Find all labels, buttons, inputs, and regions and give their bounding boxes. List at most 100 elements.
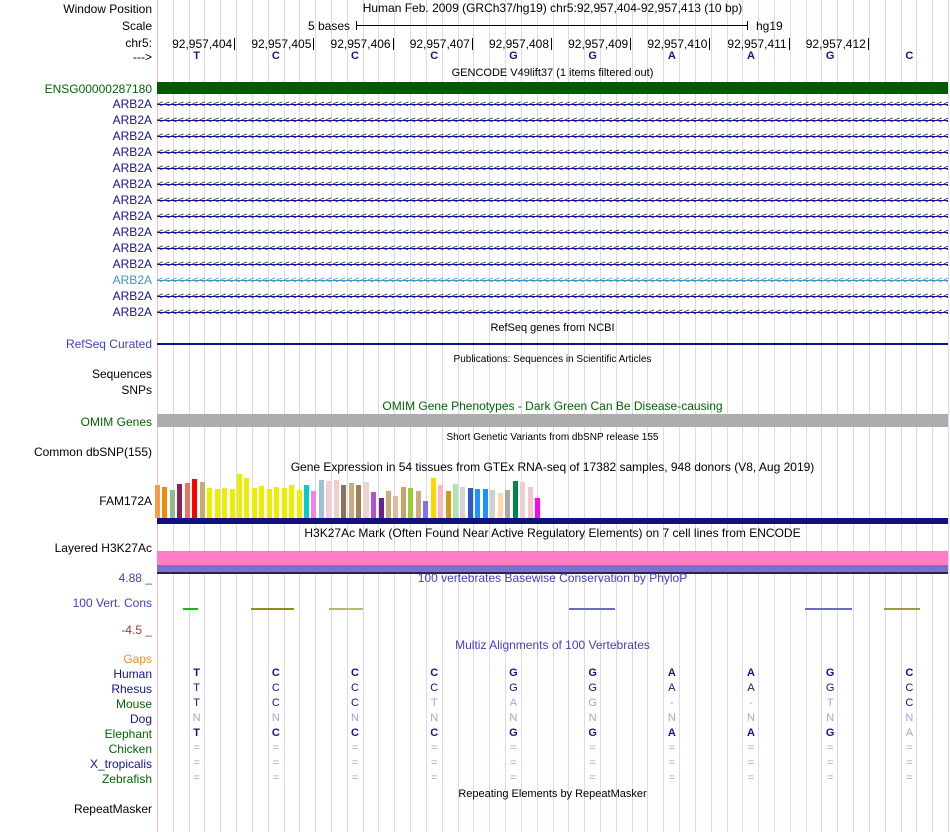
gtex-bar[interactable] <box>356 485 362 518</box>
gtex-bar[interactable] <box>534 498 540 518</box>
h3k27ac-pink-layer[interactable] <box>157 551 948 565</box>
gtex-bar[interactable] <box>289 485 295 518</box>
gtex-bar[interactable] <box>192 479 198 518</box>
gtex-bar[interactable] <box>371 492 377 518</box>
gtex-bar[interactable] <box>266 489 272 518</box>
gtex-bar[interactable] <box>505 490 511 518</box>
gtex-bar[interactable] <box>423 501 429 518</box>
species-label-mouse[interactable]: Mouse <box>115 697 152 711</box>
transcript-label[interactable]: ARB2A <box>112 257 152 271</box>
gencode-gene-id-label[interactable]: ENSG00000287180 <box>44 82 152 96</box>
publications-track-title[interactable]: Publications: Sequences in Scientific Ar… <box>453 354 652 365</box>
gtex-bar[interactable] <box>453 484 458 518</box>
transcript-label[interactable]: ARB2A <box>112 225 152 239</box>
gtex-bar[interactable] <box>229 489 235 518</box>
gtex-bar[interactable] <box>207 488 213 518</box>
omim-genes-bar[interactable] <box>157 414 948 427</box>
transcript-arrows[interactable]: <<<<<<<<<<<<<<<<<<<<<<<<<<<<<<<<<<<<<<<<… <box>157 307 948 318</box>
gtex-bar[interactable] <box>393 496 399 518</box>
transcript-label[interactable]: ARB2A <box>112 305 152 319</box>
transcript-label[interactable]: ARB2A <box>112 209 152 223</box>
gtex-bar[interactable] <box>214 489 220 518</box>
dbsnp-track-title[interactable]: Short Genetic Variants from dbSNP releas… <box>446 432 659 443</box>
gtex-bar[interactable] <box>490 490 496 518</box>
sequences-label[interactable]: Sequences <box>91 367 152 381</box>
species-label-rhesus[interactable]: Rhesus <box>111 682 152 696</box>
gtex-bar[interactable] <box>169 490 175 518</box>
transcript-arrows[interactable]: <<<<<<<<<<<<<<<<<<<<<<<<<<<<<<<<<<<<<<<<… <box>157 131 948 142</box>
refseq-curated-line[interactable] <box>157 343 948 345</box>
species-label-zebrafish[interactable]: Zebrafish <box>101 772 152 786</box>
transcript-label[interactable]: ARB2A <box>112 193 152 207</box>
gtex-bar[interactable] <box>430 478 436 518</box>
repeatmasker-track-title[interactable]: Repeating Elements by RepeatMasker <box>458 788 647 800</box>
gtex-bar[interactable] <box>415 491 421 518</box>
transcript-label[interactable]: ARB2A <box>112 177 152 191</box>
gencode-gene-bar[interactable] <box>157 82 948 94</box>
transcript-label[interactable]: ARB2A <box>112 289 152 303</box>
transcript-arrows[interactable]: <<<<<<<<<<<<<<<<<<<<<<<<<<<<<<<<<<<<<<<<… <box>157 211 948 222</box>
gtex-bar[interactable] <box>341 485 347 518</box>
gtex-bar[interactable] <box>311 491 317 518</box>
common-dbsnp-label[interactable]: Common dbSNP(155) <box>33 445 152 459</box>
snps-label[interactable]: SNPs <box>121 383 152 397</box>
conservation-track-title[interactable]: 100 vertebrates Basewise Conservation by… <box>417 571 688 585</box>
transcript-arrows[interactable]: <<<<<<<<<<<<<<<<<<<<<<<<<<<<<<<<<<<<<<<<… <box>157 275 948 286</box>
transcript-label[interactable]: ARB2A <box>112 145 152 159</box>
h3k27ac-track-title[interactable]: H3K27Ac Mark (Often Found Near Active Re… <box>304 526 801 540</box>
gtex-bar[interactable] <box>259 486 265 518</box>
transcript-label[interactable]: ARB2A <box>112 241 152 255</box>
gtex-bar[interactable] <box>363 482 369 518</box>
gtex-bar[interactable] <box>318 480 324 518</box>
transcript-arrows[interactable]: <<<<<<<<<<<<<<<<<<<<<<<<<<<<<<<<<<<<<<<<… <box>157 243 948 254</box>
species-label-chicken[interactable]: Chicken <box>108 742 152 756</box>
gtex-bar[interactable] <box>199 482 205 518</box>
gtex-bar[interactable] <box>467 488 473 518</box>
species-label-human[interactable]: Human <box>113 667 152 681</box>
species-label-x_tropicalis[interactable]: X_tropicalis <box>89 757 152 771</box>
species-label-elephant[interactable]: Elephant <box>104 727 152 741</box>
transcript-arrows[interactable]: <<<<<<<<<<<<<<<<<<<<<<<<<<<<<<<<<<<<<<<<… <box>157 195 948 206</box>
layered-h3k27ac-label[interactable]: Layered H3K27Ac <box>54 541 152 555</box>
species-label-gaps[interactable]: Gaps <box>123 652 152 666</box>
gtex-bar[interactable] <box>162 487 168 518</box>
conservation-label[interactable]: 100 Vert. Cons <box>72 596 152 610</box>
gtex-bar[interactable] <box>385 491 391 518</box>
species-label-dog[interactable]: Dog <box>129 712 152 726</box>
transcript-arrows[interactable]: <<<<<<<<<<<<<<<<<<<<<<<<<<<<<<<<<<<<<<<<… <box>157 227 948 238</box>
gtex-bar[interactable] <box>184 483 190 518</box>
transcript-arrows[interactable]: <<<<<<<<<<<<<<<<<<<<<<<<<<<<<<<<<<<<<<<<… <box>157 259 948 270</box>
gtex-gene-label[interactable]: FAM172A <box>99 494 152 508</box>
gtex-bar[interactable] <box>482 489 488 518</box>
gtex-bar[interactable] <box>527 487 533 518</box>
gtex-bar[interactable] <box>251 488 257 518</box>
gtex-bar[interactable] <box>445 491 451 518</box>
gtex-bar[interactable] <box>177 484 183 518</box>
gtex-bar[interactable] <box>378 498 384 518</box>
transcript-label[interactable]: ARB2A <box>112 97 152 111</box>
gtex-bar[interactable] <box>274 487 280 518</box>
gencode-track-title[interactable]: GENCODE V49lift37 (1 items filtered out) <box>451 67 654 79</box>
gtex-bar[interactable] <box>497 493 503 518</box>
gtex-bar[interactable] <box>512 481 518 518</box>
gtex-bar[interactable] <box>400 487 406 518</box>
transcript-arrows[interactable]: <<<<<<<<<<<<<<<<<<<<<<<<<<<<<<<<<<<<<<<<… <box>157 147 948 158</box>
gtex-bar[interactable] <box>348 483 354 518</box>
transcript-label[interactable]: ARB2A <box>112 113 152 127</box>
gtex-bar[interactable] <box>438 485 444 518</box>
gtex-bar[interactable] <box>326 481 332 518</box>
transcript-label[interactable]: ARB2A <box>112 129 152 143</box>
gtex-bar[interactable] <box>460 487 466 518</box>
gtex-bar[interactable] <box>281 488 287 518</box>
gtex-baseline-bar[interactable] <box>157 518 948 524</box>
refseq-curated-label[interactable]: RefSeq Curated <box>65 337 152 351</box>
refseq-track-title[interactable]: RefSeq genes from NCBI <box>490 322 615 334</box>
transcript-arrows[interactable]: <<<<<<<<<<<<<<<<<<<<<<<<<<<<<<<<<<<<<<<<… <box>157 291 948 302</box>
gtex-bar[interactable] <box>296 490 302 518</box>
transcript-label-highlighted[interactable]: ARB2A <box>112 273 152 287</box>
gtex-bar[interactable] <box>244 478 250 518</box>
gtex-bar[interactable] <box>236 474 242 518</box>
transcript-arrows[interactable]: <<<<<<<<<<<<<<<<<<<<<<<<<<<<<<<<<<<<<<<<… <box>157 115 948 126</box>
gtex-bar[interactable] <box>222 488 228 518</box>
repeatmasker-label[interactable]: RepeatMasker <box>73 802 152 816</box>
